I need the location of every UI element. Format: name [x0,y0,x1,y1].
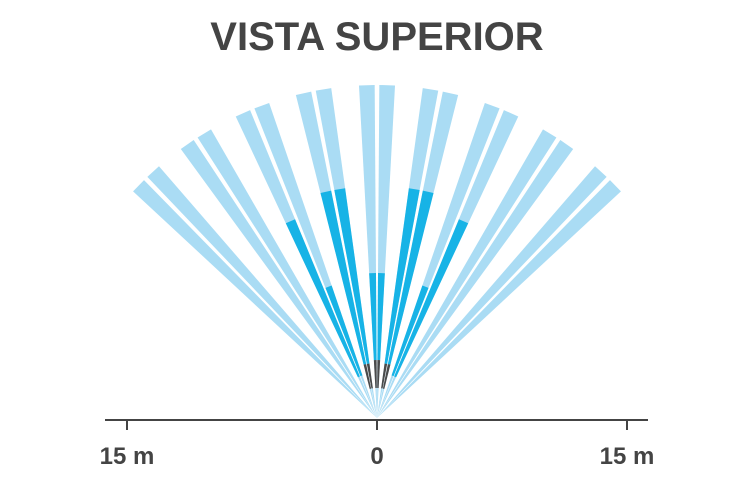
beam-core [382,364,391,389]
axis-label: 15 m [100,443,155,470]
beam-zone [377,273,385,361]
beam-zone [369,273,377,361]
beam [133,180,377,418]
beam [377,180,621,418]
beam [377,166,607,418]
beam-core [373,360,377,389]
beam-zone [387,190,434,365]
beam-zone [325,285,363,377]
beam-core [366,363,373,389]
beam-core [363,364,372,389]
beam-zone [334,188,370,364]
beam-zone [320,190,367,365]
beam-zone [285,219,360,378]
beam [377,139,574,418]
axis-label: 0 [370,443,383,470]
title: VISTA SUPERIOR [210,15,543,59]
beam-core [377,360,381,389]
beam-zone [384,188,420,364]
beam [377,129,557,419]
beam [180,139,377,418]
beam-zone [391,285,429,377]
axis-label: 15 m [600,443,655,470]
beam-zone [394,219,469,378]
beam [147,166,377,418]
detection-beams [133,85,621,419]
beam-core [381,363,388,389]
beam [197,129,377,419]
